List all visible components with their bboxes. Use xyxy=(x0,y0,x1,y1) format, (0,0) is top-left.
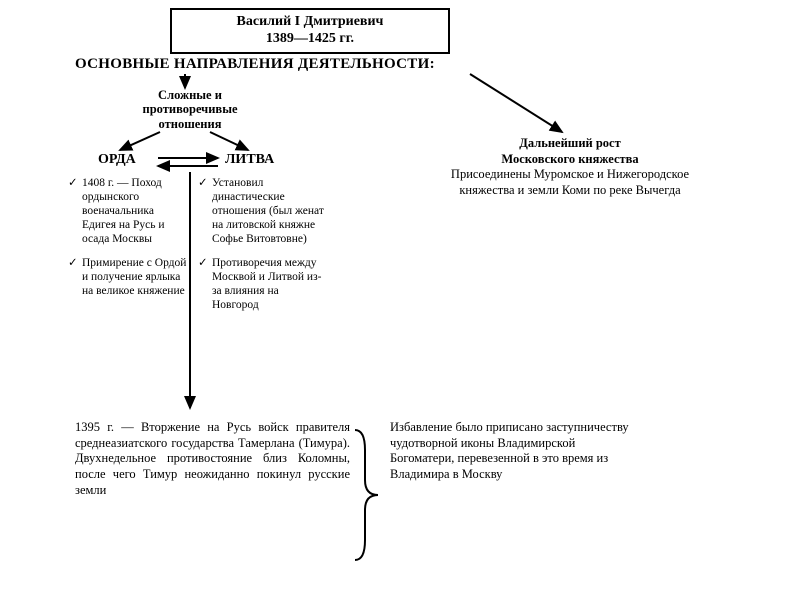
orda-list: 1408 г. — Поход ордынского военачальника… xyxy=(68,176,188,308)
relations-label-text: Сложные и противоречивые отношения xyxy=(143,88,238,131)
moscow-growth-heading: Дальнейший рост Московского княжества xyxy=(430,136,710,167)
main-heading: ОСНОВНЫЕ НАПРАВЛЕНИЯ ДЕЯТЕЛЬНОСТИ: xyxy=(75,56,435,73)
bottom-left-para: 1395 г. — Вторжение на Русь войск правит… xyxy=(75,420,350,498)
list-item: Установил династические отношения (был ж… xyxy=(198,176,328,246)
list-item: Примирение с Ордой и получение ярлыка на… xyxy=(68,256,188,298)
litva-heading: ЛИТВА xyxy=(225,152,274,168)
list-item: Противоречия между Москвой и Литвой из-з… xyxy=(198,256,328,312)
moscow-growth-block: Дальнейший рост Московского княжества Пр… xyxy=(430,136,710,199)
litva-list: Установил династические отношения (был ж… xyxy=(198,176,328,322)
relations-label: Сложные и противоречивые отношения xyxy=(125,88,255,131)
title-line2: 1389—1425 гг. xyxy=(180,31,440,48)
moscow-growth-body: Присоединены Муромское и Нижегородское к… xyxy=(430,167,710,198)
title-line1: Василий I Дмитриевич xyxy=(180,14,440,31)
list-item: 1408 г. — Поход ордынского военачальника… xyxy=(68,176,188,246)
orda-heading: ОРДА xyxy=(98,152,136,168)
bottom-right-para: Избавление было приписано заступничеству… xyxy=(390,420,640,483)
title-box: Василий I Дмитриевич 1389—1425 гг. xyxy=(170,8,450,54)
